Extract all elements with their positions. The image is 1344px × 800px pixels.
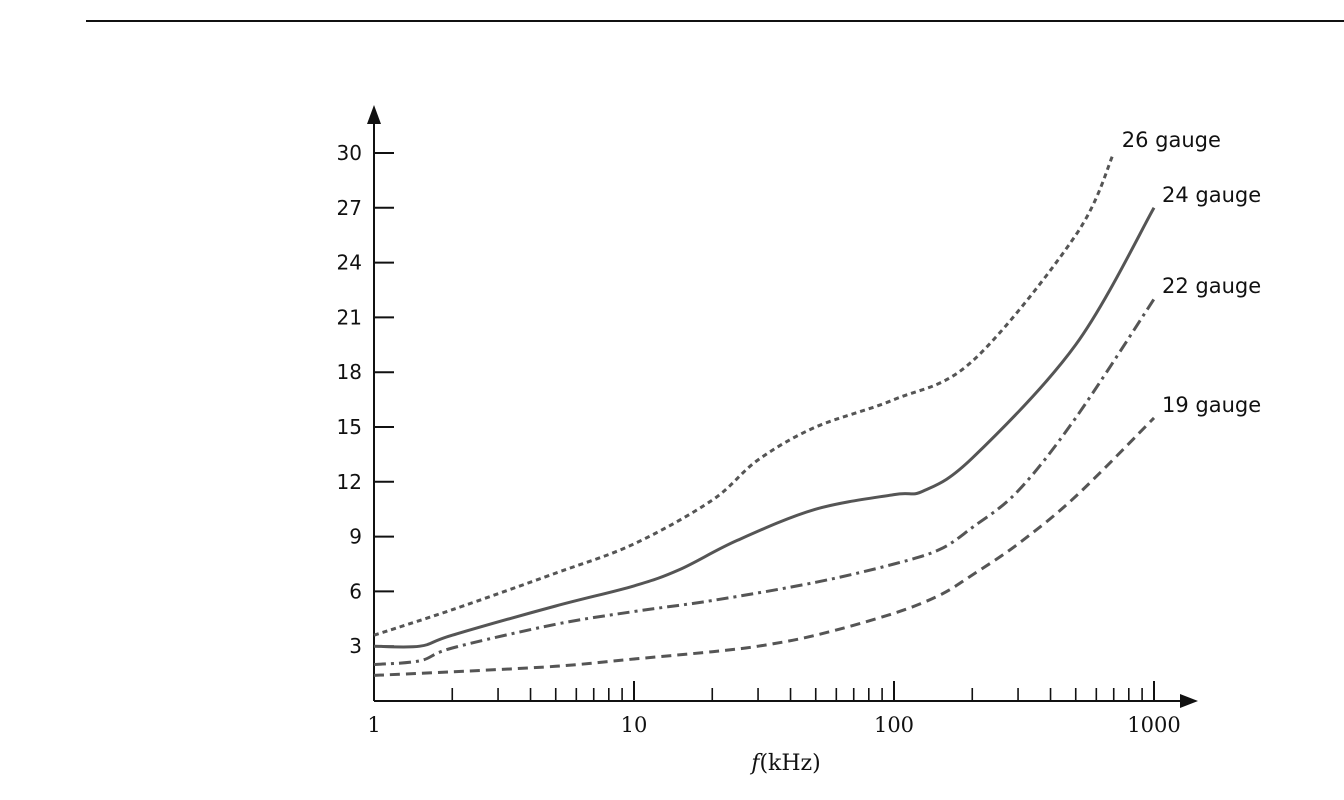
y-tick-label: 6 <box>349 579 362 603</box>
x-ticks: 1 10 100 1000 <box>367 681 1181 737</box>
y-tick-label: 15 <box>337 415 362 439</box>
y-axis-arrow <box>367 105 381 124</box>
series-label-24-gauge: 24 gauge <box>1162 183 1261 207</box>
x-axis-label: f(kHz) <box>749 751 820 776</box>
y-tick-label: 12 <box>337 470 362 494</box>
x-tick-label: 1000 <box>1127 713 1180 737</box>
top-rule <box>86 20 1344 22</box>
series-line-22-gauge <box>373 298 1156 666</box>
y-tick-label: 21 <box>337 305 362 329</box>
x-axis-label-unit: (kHz) <box>759 751 820 776</box>
x-axis-arrow <box>1180 694 1198 708</box>
series-line-26-gauge <box>373 152 1116 637</box>
y-tick-label: 27 <box>337 196 362 220</box>
x-tick-label: 100 <box>874 713 914 737</box>
series-labels: 26 gauge 24 gauge 22 gauge 19 gauge <box>1122 128 1261 417</box>
series-label-19-gauge: 19 gauge <box>1162 393 1261 417</box>
x-tick-label: 10 <box>621 713 648 737</box>
y-tick-label: 30 <box>337 141 362 165</box>
axes <box>367 105 1198 708</box>
series-label-26-gauge: 26 gauge <box>1122 128 1221 152</box>
y-tick-label: 9 <box>349 525 362 549</box>
y-tick-label: 3 <box>349 634 362 658</box>
y-ticks: 3 6 9 12 15 18 21 24 27 30 <box>337 141 394 658</box>
series-line-24-gauge <box>373 207 1156 649</box>
y-tick-label: 18 <box>337 360 362 384</box>
series-label-22-gauge: 22 gauge <box>1162 274 1261 298</box>
x-tick-label: 1 <box>367 713 380 737</box>
y-tick-label: 24 <box>337 251 362 275</box>
series-line-19-gauge <box>373 416 1156 677</box>
series-lines <box>373 152 1156 677</box>
